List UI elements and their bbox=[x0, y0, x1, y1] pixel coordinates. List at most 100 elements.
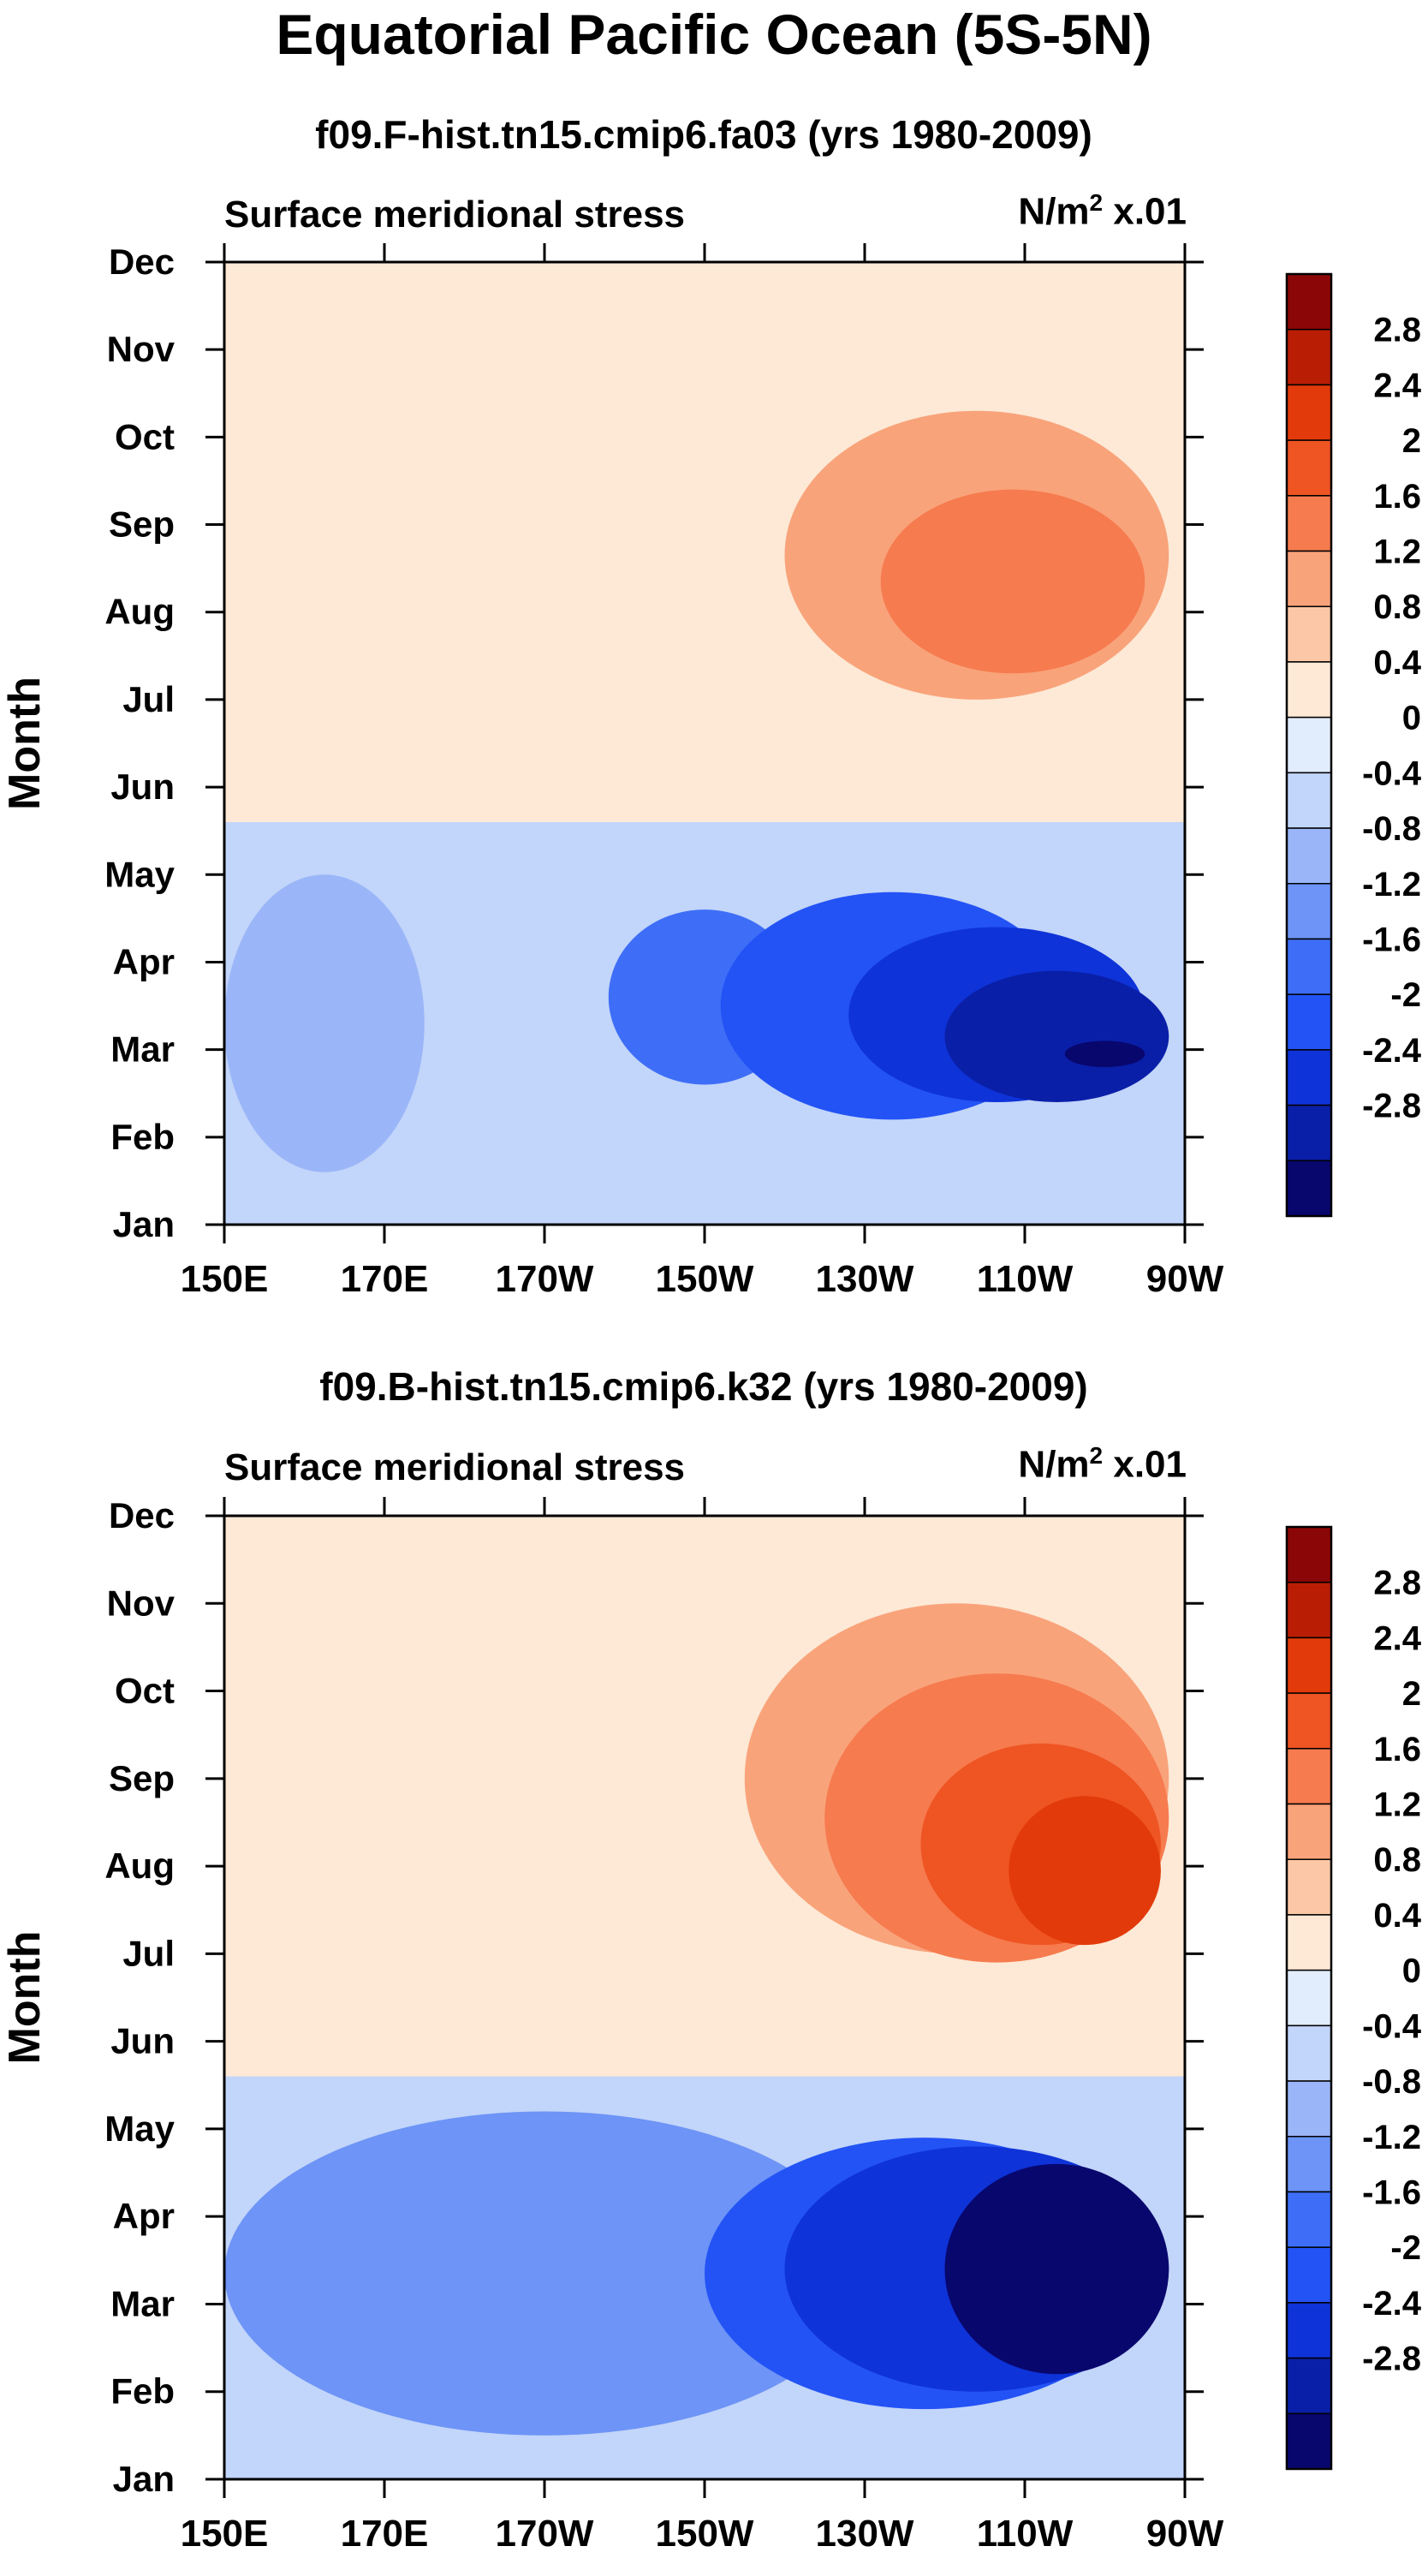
panel-2-xtick-label: 150E bbox=[181, 2513, 269, 2555]
panel-2-colorbar-label: -0.4 bbox=[1362, 2007, 1422, 2045]
panel-2-ytick-label: Oct bbox=[115, 1671, 175, 1711]
panel-1-colorbar-label: -2 bbox=[1390, 976, 1421, 1014]
panel-2-colorbar-label: 2.8 bbox=[1373, 1565, 1421, 1602]
panel-2-contour-region-4 bbox=[224, 1516, 865, 1971]
panel-1-colorbar-label: 2.4 bbox=[1373, 367, 1421, 404]
panel-2-units-scale: x.01 bbox=[1113, 1443, 1187, 1486]
panel-2-colorbar-label: 2.4 bbox=[1373, 1619, 1421, 1657]
panel-2-contour-region-0 bbox=[224, 2111, 865, 2436]
panel-2-colorbar-box bbox=[1286, 2357, 1332, 2415]
panel-2-contour-region-8 bbox=[1009, 1796, 1161, 1946]
panel-2-colorbar-label: 1.6 bbox=[1373, 1731, 1421, 1768]
panel-1-ytick-label: May bbox=[104, 854, 175, 894]
panel-2-colorbar-box bbox=[1286, 2246, 1332, 2304]
panel-1-contour-region-5 bbox=[1064, 1041, 1145, 1068]
panel-1-ytick-label: Sep bbox=[109, 504, 175, 545]
panel-1-colorbar-label: 2.8 bbox=[1373, 312, 1421, 349]
panel-1-ytick-label: Mar bbox=[110, 1029, 175, 1070]
panel-2-colorbar-frame bbox=[1285, 1525, 1333, 2471]
panel-1-colorbar-box bbox=[1286, 883, 1332, 940]
panel-2-colorbar-label: 0.8 bbox=[1373, 1841, 1421, 1879]
panel-2-units-base: N/m bbox=[1018, 1443, 1090, 1486]
panel-1-ylabel: Month bbox=[0, 677, 50, 810]
panel-1-colorbar-box bbox=[1286, 495, 1332, 552]
panel-1-ytick-label: Apr bbox=[113, 941, 175, 981]
panel-2-ytick-label: Sep bbox=[109, 1758, 175, 1798]
panel-2-colorbar-box bbox=[1286, 1748, 1332, 1805]
panel-2-colorbar-box bbox=[1286, 1858, 1332, 1916]
panel-2-xtick-label: 90W bbox=[1146, 2513, 1224, 2555]
panel-2-units: N/m2 x.01 bbox=[1018, 1442, 1187, 1487]
panel-1-colorbar-label: -2.8 bbox=[1362, 1088, 1421, 1125]
panel-1-colorbar-label: -0.8 bbox=[1362, 810, 1421, 848]
panel-2-xtick-label: 130W bbox=[816, 2513, 914, 2555]
panel-1-colorbar-box bbox=[1286, 938, 1332, 995]
panel-2-ylabel: Month bbox=[0, 1931, 50, 2065]
panel-2-colorbar-label: 1.2 bbox=[1373, 1786, 1421, 1824]
panel-2-colorbar-label: -2.8 bbox=[1362, 2340, 1421, 2378]
panel-2-colorbar-label: -0.8 bbox=[1362, 2063, 1421, 2101]
panel-1-colorbar-label: 1.6 bbox=[1373, 478, 1421, 516]
panel-2-ytick-label: Feb bbox=[110, 2371, 175, 2412]
panel-1-colorbar-box bbox=[1286, 661, 1332, 719]
panel-1-units-base: N/m bbox=[1018, 190, 1090, 233]
panel-2-ytick-label: Jun bbox=[110, 2021, 175, 2061]
panel-1-units-exponent: 2 bbox=[1089, 189, 1104, 216]
panel-1-colorbar-box bbox=[1286, 772, 1332, 829]
panel-1-xtick-label: 170W bbox=[496, 1258, 594, 1300]
panel-1-colorbar-box bbox=[1286, 550, 1332, 607]
panel-2-ytick-label: Aug bbox=[104, 1846, 175, 1886]
panel-1-xtick-label: 170E bbox=[341, 1258, 429, 1300]
panel-2-ytick-label: Mar bbox=[110, 2283, 175, 2323]
panel-1-colorbar-box bbox=[1286, 439, 1332, 497]
panel-1-colorbar-box bbox=[1286, 273, 1332, 331]
panel-1-ytick-label: Feb bbox=[110, 1117, 175, 1157]
panel-2-ytick-label: May bbox=[104, 2108, 175, 2149]
panel-2-colorbar-box bbox=[1286, 1969, 1332, 2027]
panel-2-colorbar-box bbox=[1286, 2024, 1332, 2082]
panel-1-colorbar-box bbox=[1286, 1104, 1332, 1162]
panel-2-title: f09.B-hist.tn15.cmip6.k32 (yrs 1980-2009… bbox=[319, 1364, 1088, 1409]
panel-1-ytick-label: Jan bbox=[113, 1204, 175, 1244]
panel-1-colorbar-box bbox=[1286, 605, 1332, 663]
panel-2-xtick-label: 170W bbox=[496, 2513, 594, 2555]
panel-1-colorbar-label: 0.4 bbox=[1373, 644, 1421, 682]
panel-1-xtick-label: 110W bbox=[977, 1258, 1074, 1300]
panel-2-colorbar-box bbox=[1286, 1637, 1332, 1694]
panel-1-contour-region-0 bbox=[224, 874, 425, 1172]
panel-2-ytick-label: Dec bbox=[109, 1495, 175, 1535]
panel-1-colorbar-box bbox=[1286, 1160, 1332, 1217]
panel-1-ytick-label: Dec bbox=[109, 242, 175, 282]
panel-1-contour-region-4 bbox=[944, 970, 1169, 1102]
panel-2-ytick-label: Jan bbox=[113, 2459, 175, 2499]
panel-2-colorbar-label: 0.4 bbox=[1373, 1897, 1421, 1935]
panel-1-colorbar-label: 1.2 bbox=[1373, 534, 1421, 571]
panel-1-ytick-label: Nov bbox=[107, 329, 176, 369]
panel-2-ytick-label: Nov bbox=[107, 1583, 176, 1623]
panel-1-xtick-label: 130W bbox=[816, 1258, 914, 1300]
panel-1-units-scale: x.01 bbox=[1113, 190, 1187, 233]
panel-2-colorbar-box bbox=[1286, 1914, 1332, 1971]
panel-2-xtick-label: 170E bbox=[341, 2513, 429, 2555]
panel-2-ytick-label: Jul bbox=[122, 1933, 175, 1973]
panel-1-units: N/m2 x.01 bbox=[1018, 189, 1187, 234]
panel-1-contour-region-6 bbox=[224, 331, 745, 743]
panel-2-colorbar-label: 2 bbox=[1402, 1675, 1421, 1713]
panel-2-colorbar-label: -2.4 bbox=[1362, 2285, 1422, 2323]
panel-1-colorbar-box bbox=[1286, 384, 1332, 441]
panel-1-colorbar-box bbox=[1286, 716, 1332, 774]
panel-1-colorbar-frame bbox=[1285, 272, 1333, 1218]
panel-1-colorbar-label: -0.4 bbox=[1362, 754, 1422, 792]
panel-1-xtick-label: 90W bbox=[1146, 1258, 1224, 1300]
panel-2-colorbar-box bbox=[1286, 1803, 1332, 1860]
panel-2-colorbar-box bbox=[1286, 2412, 1332, 2470]
panel-1-ytick-label: Oct bbox=[115, 416, 175, 456]
panel-2-xtick-label: 150W bbox=[656, 2513, 754, 2555]
panel-1-colorbar-label: -1.6 bbox=[1362, 921, 1421, 958]
panel-2-colorbar-box bbox=[1286, 1581, 1332, 1639]
panel-1-colorbar-label: 0 bbox=[1402, 700, 1421, 737]
panel-1-colorbar-box bbox=[1286, 1049, 1332, 1106]
panel-2-colorbar-label: -2 bbox=[1390, 2229, 1421, 2267]
panel-1-ytick-label: Aug bbox=[104, 592, 175, 632]
